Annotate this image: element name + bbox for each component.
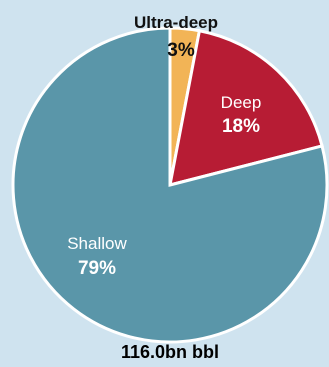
slice-label-shallow: Shallow <box>67 234 127 253</box>
pie-slice-deep <box>168 29 324 188</box>
slice-label-ultra-deep: Ultra-deep <box>134 13 218 32</box>
total-label: 116.0bn bbl <box>121 342 219 362</box>
pie-slice-shallow <box>11 26 329 344</box>
pie-slices <box>11 26 329 344</box>
slice-value-deep: 18% <box>222 116 260 137</box>
slice-label-deep: Deep <box>221 93 262 112</box>
slice-value-shallow: 79% <box>78 258 116 279</box>
slice-value-ultra-deep: 3% <box>167 40 195 61</box>
